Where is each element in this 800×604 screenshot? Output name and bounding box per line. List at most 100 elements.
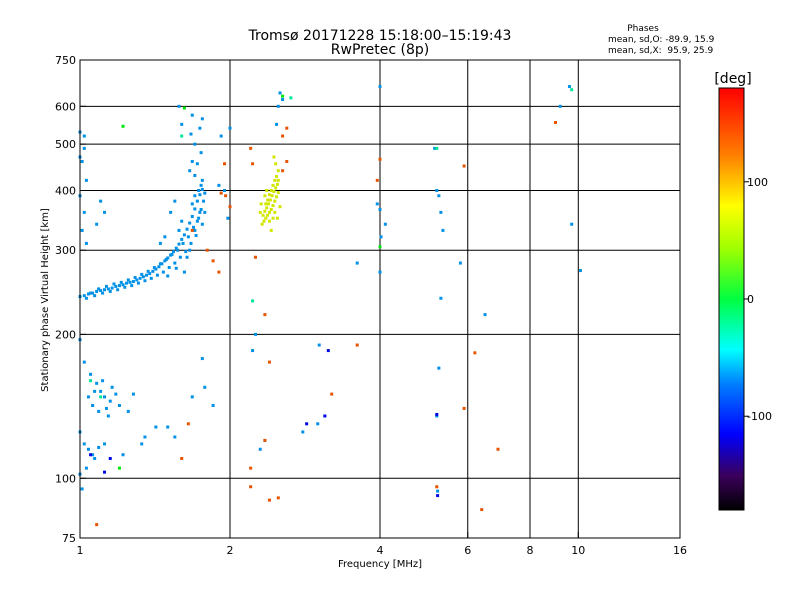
- colorbar-gradient: [718, 87, 745, 511]
- data-point: [197, 216, 201, 220]
- data-point: [136, 281, 140, 285]
- data-point: [181, 241, 185, 245]
- data-point: [263, 209, 267, 213]
- data-point: [435, 485, 439, 489]
- data-point: [355, 343, 359, 347]
- data-point: [251, 299, 255, 303]
- data-point: [378, 85, 382, 89]
- data-point: [265, 206, 269, 210]
- data-point: [103, 210, 107, 214]
- data-point: [117, 403, 121, 407]
- data-point: [211, 259, 215, 263]
- data-point: [97, 445, 101, 449]
- data-point: [275, 195, 279, 199]
- data-point: [249, 485, 253, 489]
- data-point: [263, 313, 267, 317]
- data-point: [121, 124, 125, 128]
- data-point: [103, 288, 107, 292]
- data-point: [174, 266, 178, 270]
- data-point: [378, 157, 382, 161]
- data-point: [188, 169, 192, 173]
- data-point: [121, 453, 125, 457]
- data-point: [272, 155, 276, 159]
- data-point: [378, 245, 382, 249]
- colorbar: [deg] 100 0 -100: [714, 71, 772, 511]
- grid-layer: [80, 60, 680, 538]
- data-point: [458, 261, 462, 265]
- data-point: [281, 169, 285, 173]
- data-point: [148, 272, 152, 276]
- data-point: [195, 162, 199, 166]
- data-point: [305, 422, 309, 426]
- data-point: [99, 289, 103, 293]
- data-point: [249, 146, 253, 150]
- data-point: [157, 265, 161, 269]
- data-point: [84, 241, 88, 245]
- data-point: [121, 283, 125, 287]
- data-point: [275, 174, 279, 178]
- data-point: [169, 210, 173, 214]
- x-tick-label: 10: [571, 544, 585, 557]
- data-point: [483, 313, 487, 317]
- data-point: [89, 372, 93, 376]
- data-point: [101, 379, 105, 383]
- data-point: [558, 104, 562, 108]
- data-point: [276, 496, 280, 500]
- data-point: [80, 228, 84, 232]
- data-point: [114, 284, 118, 288]
- data-point: [93, 456, 97, 460]
- data-point: [269, 188, 273, 192]
- data-point: [155, 273, 159, 277]
- data-point: [258, 447, 262, 451]
- data-point: [480, 508, 484, 512]
- data-point: [99, 199, 103, 203]
- data-point: [473, 351, 477, 355]
- data-point: [166, 274, 170, 278]
- data-point: [95, 222, 99, 226]
- data-point: [273, 199, 277, 203]
- data-point: [379, 235, 383, 239]
- data-point: [188, 221, 192, 225]
- data-point: [93, 389, 97, 393]
- data-point: [193, 228, 197, 232]
- data-point: [193, 207, 197, 211]
- data-point: [99, 389, 103, 393]
- data-point: [259, 202, 263, 206]
- data-point: [251, 349, 255, 353]
- data-point: [570, 222, 574, 226]
- data-point: [82, 360, 86, 364]
- data-point: [193, 142, 197, 146]
- data-point: [383, 222, 387, 226]
- y-tick-label: 500: [55, 138, 76, 151]
- data-point: [200, 222, 204, 226]
- data-point: [161, 270, 165, 274]
- data-point: [125, 281, 129, 285]
- y-tick-label: 600: [55, 100, 76, 113]
- data-point: [166, 425, 170, 429]
- data-point: [114, 392, 118, 396]
- data-point: [95, 523, 99, 527]
- axis-layer: 1 2 4 6 8 10 16 75 100 200 300 400 500 600 750: [55, 54, 687, 557]
- data-point: [578, 269, 582, 273]
- data-point: [135, 278, 139, 282]
- data-point: [439, 296, 443, 300]
- data-point: [190, 228, 194, 232]
- data-point: [93, 294, 97, 298]
- data-point: [437, 194, 441, 198]
- data-point: [211, 403, 215, 407]
- data-point: [317, 343, 321, 347]
- data-point: [188, 248, 192, 252]
- data-point: [182, 270, 186, 274]
- data-point: [496, 447, 500, 451]
- data-point: [185, 255, 189, 259]
- y-tick-label: 100: [55, 472, 76, 485]
- data-point: [262, 219, 266, 223]
- data-point: [275, 122, 279, 126]
- data-point: [203, 191, 207, 195]
- data-point: [274, 186, 278, 190]
- x-tick-label: 4: [377, 544, 384, 557]
- data-point: [91, 403, 95, 407]
- data-point: [99, 395, 103, 399]
- data-point: [199, 208, 203, 212]
